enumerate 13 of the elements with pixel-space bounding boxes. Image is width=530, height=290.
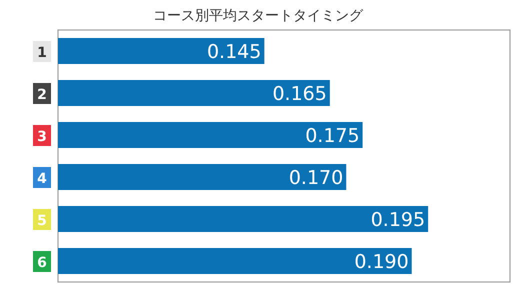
y-tick-label: 1 (37, 45, 47, 61)
y-tick-label: 5 (37, 213, 47, 229)
data-label: 0.190 (354, 251, 409, 273)
y-tick-label: 3 (37, 129, 47, 145)
data-label: 0.145 (206, 41, 262, 63)
data-label: 0.195 (370, 209, 426, 231)
y-tick-label: 4 (37, 171, 48, 187)
data-label: 0.175 (305, 125, 360, 147)
y-tick-label: 6 (37, 255, 47, 271)
chart-title: コース別平均スタートタイミング (153, 8, 364, 24)
y-tick-label: 2 (37, 87, 47, 103)
data-label: 0.170 (288, 167, 344, 189)
data-label: 0.165 (272, 83, 327, 105)
